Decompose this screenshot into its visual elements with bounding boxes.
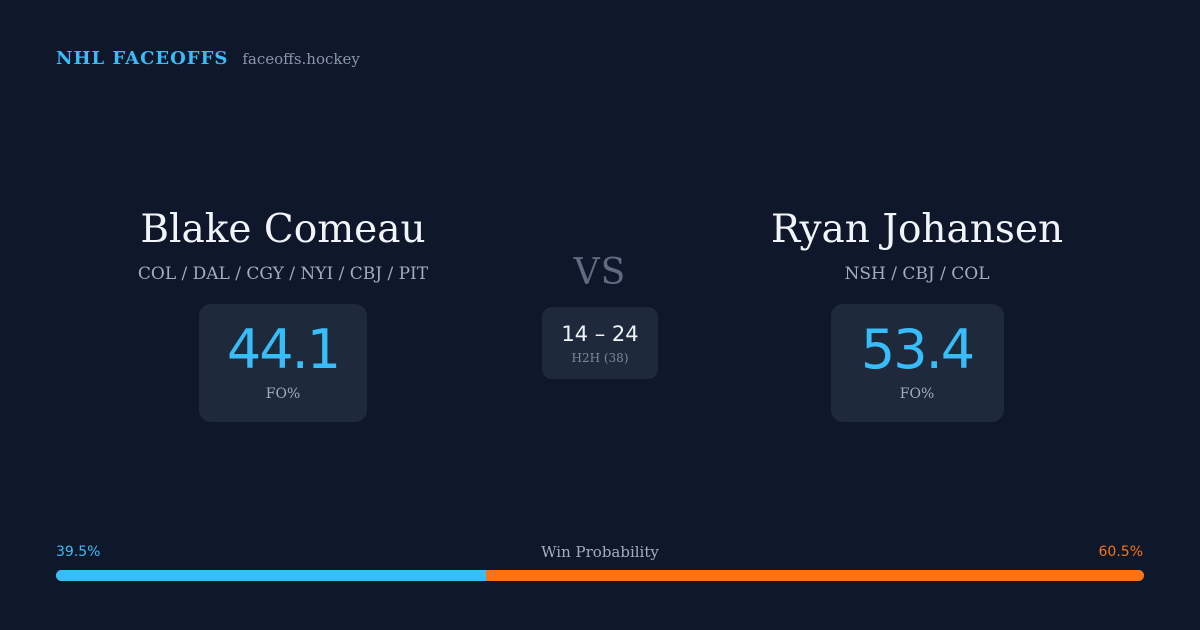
win-probability-right: 60.5%	[1098, 544, 1143, 560]
player-right-name: Ryan Johansen	[770, 207, 1064, 252]
win-probability-bar	[56, 570, 1144, 581]
player-right: Ryan Johansen NSH / CBJ / COL 53.4 FO%	[717, 204, 1117, 422]
h2h-card: 14 – 24 H2H (38)	[542, 307, 658, 379]
h2h-score: 14 – 24	[561, 322, 639, 346]
win-probability-left: 39.5%	[56, 544, 101, 560]
player-left-teams: COL / DAL / CGY / NYI / CBJ / PIT	[137, 264, 429, 284]
win-probability-bar-left	[56, 570, 486, 581]
player-right-fo-label: FO%	[899, 386, 935, 402]
player-left-name: Blake Comeau	[140, 207, 426, 252]
brand-domain: faceoffs.hockey	[242, 50, 360, 68]
player-left: Blake Comeau COL / DAL / CGY / NYI / CBJ…	[83, 204, 483, 422]
player-left-fo-card: 44.1 FO%	[199, 304, 367, 422]
player-right-teams: NSH / CBJ / COL	[844, 264, 990, 284]
brand-name: NHL FACEOFFS	[56, 48, 229, 69]
win-probability-title: Win Probability	[541, 543, 659, 561]
win-probability-bar-right	[485, 570, 1144, 581]
vs-label: VS	[573, 252, 627, 293]
h2h-label: H2H (38)	[571, 351, 629, 365]
brand: NHL FACEOFFS faceoffs.hockey	[56, 48, 360, 69]
player-right-fo-value: 53.4	[860, 318, 975, 381]
player-right-fo-card: 53.4 FO%	[830, 304, 1004, 422]
player-left-fo-value: 44.1	[226, 318, 341, 381]
player-left-fo-label: FO%	[265, 386, 301, 402]
